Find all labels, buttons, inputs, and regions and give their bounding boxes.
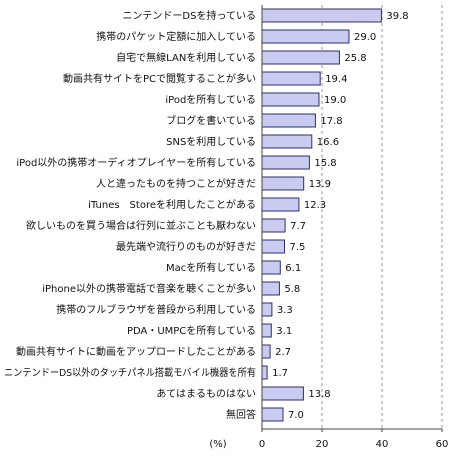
bar xyxy=(261,260,281,275)
category-label: 無回答 xyxy=(226,408,256,421)
data-label: 3.1 xyxy=(276,326,292,337)
data-label: 16.6 xyxy=(317,137,339,148)
bar xyxy=(261,92,320,107)
bar xyxy=(261,365,268,380)
x-axis-ticks: 0 20 40 60 xyxy=(259,429,449,450)
tick-label: 20 xyxy=(316,439,329,450)
category-label: 動画共有サイトに動画をアップロードしたことがある xyxy=(16,345,256,358)
category-label: ニンテンドーDS以外のタッチパネル搭載モバイル機器を所有 xyxy=(4,366,256,379)
data-label: 15.8 xyxy=(314,158,336,169)
data-label: 7.5 xyxy=(290,242,306,253)
bar xyxy=(261,155,310,170)
category-label: SNSを利用している xyxy=(166,136,256,148)
category-label: 携帯のフルブラウザを普段から利用している xyxy=(56,303,256,316)
category-label: Macを所有している xyxy=(166,261,256,274)
bar xyxy=(261,218,286,233)
bar xyxy=(261,134,313,149)
data-label: 13.9 xyxy=(309,179,331,190)
bar xyxy=(261,197,300,212)
data-label: 12.3 xyxy=(304,200,326,211)
data-label: 13.8 xyxy=(308,389,330,400)
category-label: iPod以外の携帯オーディオプレイヤーを所有している xyxy=(16,156,256,169)
category-label: 最先端や流行りのものが好きだ xyxy=(116,240,256,253)
category-label: 人と違ったものを持つことが好きだ xyxy=(96,177,256,190)
bar xyxy=(261,239,285,254)
category-label: iPodを所有している xyxy=(165,93,256,106)
category-labels: ニンテンドーDSを持っている携帯のパケット定額に加入している自宅で無線LANを利… xyxy=(4,9,256,421)
data-label: 5.8 xyxy=(284,284,300,295)
data-label: 3.3 xyxy=(277,305,293,316)
category-label: iPhone以外の携帯電話で音楽を聴くことが多い xyxy=(42,282,256,295)
x-axis-unit-label: (%) xyxy=(209,439,226,450)
category-label: PDA・UMPCを所有している xyxy=(127,324,256,337)
data-label: 39.8 xyxy=(386,11,408,22)
tick-label: 40 xyxy=(376,439,389,450)
data-label: 19.0 xyxy=(324,95,346,106)
bar xyxy=(261,302,273,317)
bar xyxy=(261,281,280,296)
category-label: 動画共有サイトをPCで閲覧することが多い xyxy=(63,72,256,85)
category-label: iTunes Storeを利用したことがある xyxy=(88,198,256,211)
category-label: ニンテンドーDSを持っている xyxy=(122,9,256,22)
data-label: 17.8 xyxy=(320,116,342,127)
data-label: 25.8 xyxy=(344,53,366,64)
category-label: 自宅で無線LANを利用している xyxy=(116,51,256,64)
bar xyxy=(261,71,321,86)
bar xyxy=(261,29,350,44)
data-label: 7.7 xyxy=(290,221,306,232)
bar xyxy=(261,386,304,401)
category-label: あてはまるものはない xyxy=(156,388,256,400)
data-label: 19.4 xyxy=(325,74,347,85)
bar xyxy=(261,8,382,23)
data-label: 2.7 xyxy=(275,347,291,358)
data-label: 6.1 xyxy=(285,263,301,274)
data-label: 29.0 xyxy=(354,32,376,43)
category-label: ブログを書いている xyxy=(166,114,256,127)
tick-label: 60 xyxy=(436,439,449,450)
tick-label: 0 xyxy=(259,439,265,450)
gridlines xyxy=(321,5,443,429)
x-axis: (%) xyxy=(209,5,442,450)
category-label: 携帯のパケット定額に加入している xyxy=(96,30,256,43)
bar xyxy=(261,50,340,65)
data-label: 7.0 xyxy=(288,410,304,421)
bar xyxy=(261,344,271,359)
bar xyxy=(261,113,316,128)
bar xyxy=(261,407,284,422)
bar xyxy=(261,176,305,191)
bar xyxy=(261,323,272,338)
category-label: 欲しいものを買う場合は行列に並ぶことも厭わない xyxy=(26,219,256,232)
data-label: 1.7 xyxy=(272,368,288,379)
value-labels: 39.8 29.0 25.8 19.4 19.0 17.8 16.6 15.8 13.9 12.3… xyxy=(272,11,409,421)
bars xyxy=(261,8,382,422)
